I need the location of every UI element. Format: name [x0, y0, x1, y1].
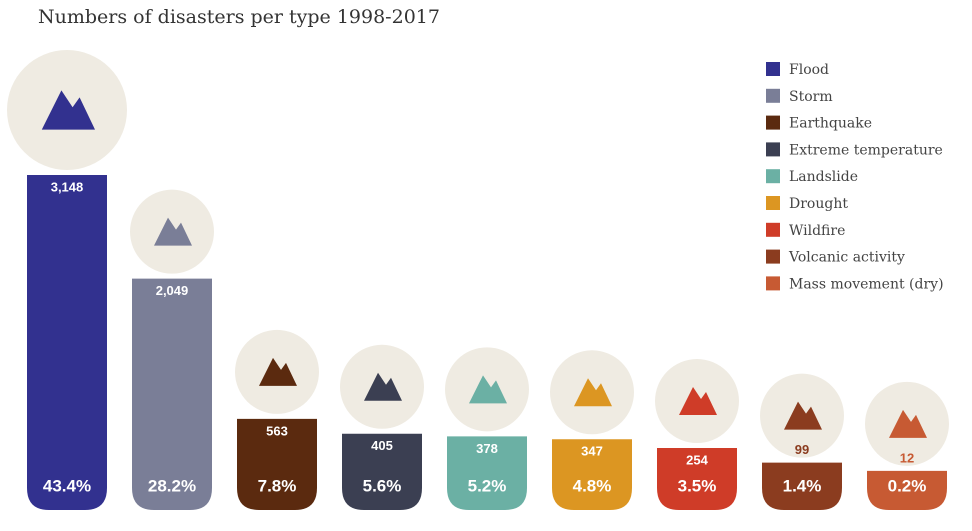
legend-label: Flood [789, 62, 829, 78]
legend-swatch [766, 115, 780, 130]
icon [41, 90, 95, 130]
bar [762, 462, 842, 510]
icon [574, 378, 612, 407]
icon [784, 401, 822, 430]
icon [679, 387, 717, 416]
bar [237, 418, 317, 510]
value-label: 378 [476, 441, 498, 456]
share-label: 1.4% [783, 476, 822, 495]
legend-swatch [766, 196, 780, 210]
value-label: 347 [581, 444, 603, 459]
legend-label: Volcanic activity [788, 250, 905, 266]
legend-swatch [766, 142, 780, 157]
share-label: 0.2% [888, 476, 927, 495]
legend-swatch [766, 276, 780, 291]
legend-swatch [766, 169, 780, 184]
share-label: 5.6% [363, 476, 402, 495]
icon [889, 409, 927, 438]
icon [259, 357, 297, 386]
bar [132, 278, 212, 510]
share-label: 7.8% [258, 476, 297, 495]
legend-label: Landslide [789, 169, 858, 185]
icon [364, 372, 402, 401]
legend-label: Wildfire [789, 223, 845, 239]
share-label: 5.2% [468, 476, 507, 495]
legend-swatch [766, 222, 780, 237]
chart-title: Numbers of disasters per type 1998-2017 [38, 6, 440, 28]
legend: Flood Storm Earthquake Extreme temperature L… [766, 62, 944, 292]
share-label: 28.2% [148, 476, 196, 495]
legend-label: Earthquake [789, 116, 872, 132]
value-label: 99 [795, 442, 809, 457]
share-label: 43.4% [43, 476, 91, 495]
icon [154, 217, 192, 246]
value-label: 254 [686, 452, 708, 467]
legend-swatch [766, 62, 780, 76]
legend-swatch [766, 88, 780, 103]
share-label: 3.5% [678, 476, 717, 495]
legend-label: Storm [789, 89, 833, 105]
legend-label: Mass movement (dry) [789, 276, 944, 292]
bar [657, 448, 737, 510]
bar [867, 470, 947, 510]
legend-swatch [766, 249, 780, 264]
bar [342, 433, 422, 510]
value-label: 563 [266, 423, 288, 438]
value-label: 2,049 [156, 283, 189, 298]
icon [469, 375, 507, 404]
bar [447, 436, 527, 510]
value-label: 3,148 [51, 179, 84, 194]
bar [27, 175, 107, 510]
bar [552, 439, 632, 510]
legend-label: Extreme temperature [789, 142, 943, 158]
legend-label: Drought [789, 196, 848, 212]
bars: 3,148 43.4% 2,049 28.2% 563 7.8% 405 5.6% 378 5.2… [7, 50, 949, 510]
value-label: 405 [371, 438, 393, 453]
value-label: 12 [900, 450, 914, 465]
share-label: 4.8% [573, 476, 612, 495]
